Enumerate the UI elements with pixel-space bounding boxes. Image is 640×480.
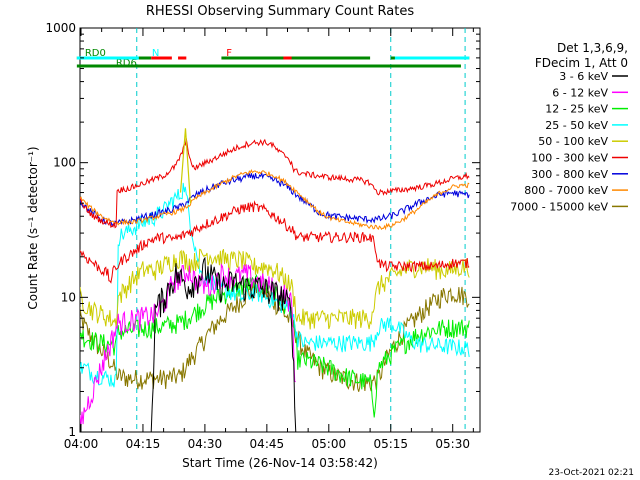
legend-label: 800 - 7000 keV (524, 184, 608, 197)
series-line-dark-red (80, 200, 470, 284)
legend-label: 12 - 25 keV (545, 103, 608, 116)
series-line-black (150, 256, 297, 432)
y-tick-label: 100 (53, 156, 76, 170)
flare-peak-spike (179, 128, 192, 204)
x-tick-label: 04:15 (126, 437, 161, 451)
y-axis: 1 10 100 1000 (45, 21, 480, 439)
state-bar-label-f: F (226, 48, 232, 59)
x-tick-label: 04:45 (250, 437, 285, 451)
plot-frame (79, 27, 481, 433)
legend-label: 300 - 800 keV (531, 168, 608, 181)
series-line-magenta (80, 263, 297, 426)
x-tick-label: 05:15 (373, 437, 408, 451)
x-tick-label: 04:00 (64, 437, 99, 451)
legend-header-2: FDecim 1, Att 0 (535, 56, 628, 70)
x-axis: 04:00 04:15 04:30 04:45 05:00 05:15 05:30 (64, 28, 474, 451)
footer-date: 23-Oct-2021 02:21 (549, 468, 634, 478)
x-tick-label: 04:30 (188, 437, 223, 451)
state-bar-label-rd6: RD6 (116, 58, 137, 69)
plot-area: RD0 RD6 N F (76, 27, 481, 433)
y-tick-label: 1 (68, 425, 76, 439)
state-bar-label-n: N (152, 48, 159, 59)
y-tick-label: 1000 (45, 21, 76, 35)
legend-label: 3 - 6 keV (559, 70, 608, 83)
legend-header-1: Det 1,3,6,9, (557, 41, 628, 55)
series-line-cyan (80, 182, 470, 388)
y-axis-label: Count Rate (s⁻¹ detector⁻¹) (26, 146, 40, 309)
legend-label: 100 - 300 keV (531, 152, 608, 165)
x-axis-label: Start Time (26-Nov-14 03:58:42) (182, 456, 378, 470)
legend-label: 6 - 12 keV (552, 86, 608, 99)
x-tick-label: 05:00 (312, 437, 347, 451)
state-bar-label-rd0: RD0 (85, 48, 106, 59)
series-line-orange (80, 168, 470, 231)
series-line-red (80, 138, 470, 229)
legend-label: 50 - 100 keV (538, 135, 608, 148)
series-line-blue (80, 171, 470, 228)
legend: Det 1,3,6,9, FDecim 1, Att 0 3 - 6 keV 6 … (510, 41, 628, 213)
plot-content (80, 28, 470, 432)
chart-title: RHESSI Observing Summary Count Rates (146, 4, 415, 19)
legend-items: 3 - 6 keV 6 - 12 keV 12 - 25 keV 25 - 50 ke… (510, 70, 628, 213)
x-tick-label: 05:30 (435, 437, 470, 451)
legend-label: 25 - 50 keV (545, 119, 608, 132)
legend-label: 7000 - 15000 keV (510, 200, 608, 213)
series-line-green (80, 273, 470, 418)
y-tick-label: 10 (61, 290, 76, 304)
